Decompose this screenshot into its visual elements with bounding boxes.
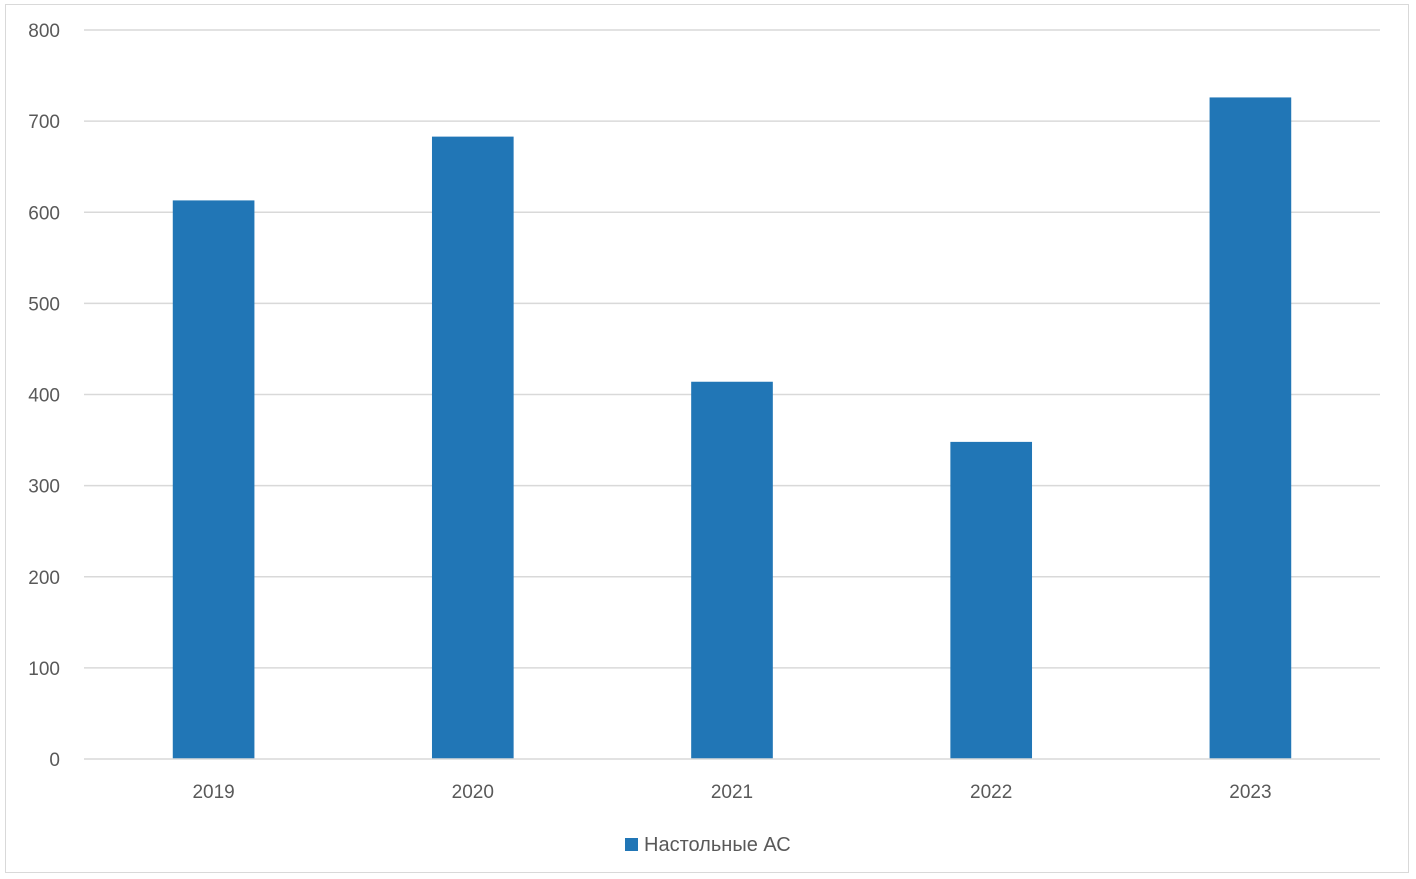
- bar-2022: [950, 441, 1033, 759]
- x-axis-ticks: 2019 2020 2021 2022 2023: [192, 782, 1271, 803]
- bar-2021: [691, 381, 773, 759]
- bar-2019: [172, 200, 255, 759]
- x-tick-label: 2020: [452, 782, 494, 803]
- y-tick-label: 100: [28, 659, 60, 680]
- legend-swatch: [625, 838, 638, 851]
- y-tick-label: 600: [28, 203, 60, 224]
- y-tick-label: 200: [28, 568, 60, 589]
- y-tick-label: 400: [28, 386, 60, 407]
- bar-2023: [1209, 97, 1292, 760]
- legend-label: Настольные АС: [644, 834, 791, 856]
- y-tick-label: 500: [28, 294, 60, 315]
- x-tick-label: 2021: [711, 782, 753, 803]
- y-tick-label: 300: [28, 477, 60, 498]
- y-axis-ticks: 0 100 200 300 400 500 600 700 800: [28, 21, 60, 771]
- gridlines: [84, 29, 1380, 669]
- x-tick-label: 2022: [970, 782, 1012, 803]
- y-tick-label: 700: [28, 112, 60, 133]
- x-tick-label: 2019: [192, 782, 234, 803]
- y-tick-label: 800: [28, 21, 60, 42]
- x-tick-label: 2023: [1229, 782, 1271, 803]
- bar-2020: [431, 136, 514, 759]
- y-tick-label: 0: [49, 750, 60, 771]
- bars: [172, 97, 1292, 760]
- legend: Настольные АС: [625, 834, 791, 856]
